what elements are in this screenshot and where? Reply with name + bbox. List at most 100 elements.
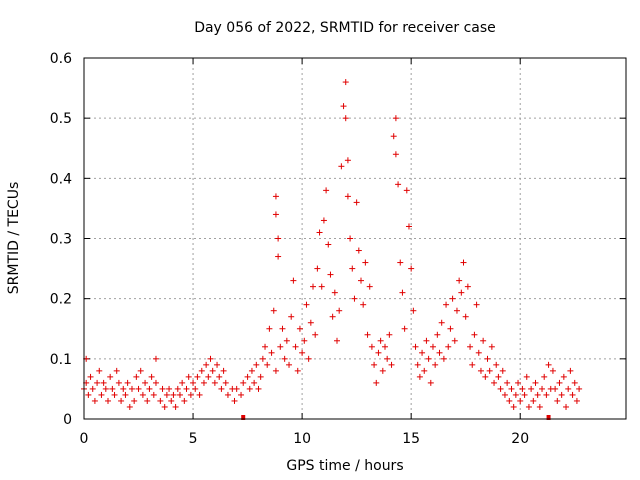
grid-lines [84, 57, 626, 419]
data-point [499, 367, 506, 374]
data-point [214, 361, 221, 368]
data-point [458, 289, 465, 296]
data-point [357, 277, 364, 284]
data-point [525, 403, 532, 410]
data-point [272, 193, 279, 200]
data-point [126, 403, 133, 410]
data-point [342, 115, 349, 122]
data-point [349, 265, 356, 272]
data-point [386, 331, 393, 338]
data-point [482, 373, 489, 380]
axis-markers [241, 415, 551, 420]
data-point [534, 391, 541, 398]
data-point [419, 349, 426, 356]
data-point [392, 115, 399, 122]
data-point [521, 391, 528, 398]
data-point [277, 343, 284, 350]
data-point [102, 385, 109, 392]
data-point [142, 379, 149, 386]
data-point [224, 391, 231, 398]
data-point [187, 391, 194, 398]
data-point [408, 265, 415, 272]
data-point [377, 337, 384, 344]
data-point [172, 403, 179, 410]
y-tick-label: 0.4 [50, 171, 72, 187]
data-point [421, 367, 428, 374]
data-point [109, 385, 116, 392]
data-point [438, 319, 445, 326]
data-point [198, 367, 205, 374]
data-point [170, 391, 177, 398]
data-point [423, 337, 430, 344]
data-point [493, 361, 500, 368]
data-point [286, 361, 293, 368]
data-point [104, 397, 111, 404]
data-point [440, 355, 447, 362]
data-point [432, 361, 439, 368]
data-point [331, 289, 338, 296]
data-point [257, 373, 264, 380]
data-point [460, 259, 467, 266]
data-point [161, 403, 168, 410]
data-point [397, 259, 404, 266]
data-point [115, 379, 122, 386]
data-point [91, 397, 98, 404]
data-point [338, 163, 345, 170]
data-point [144, 397, 151, 404]
data-point [434, 331, 441, 338]
data-point [299, 349, 306, 356]
data-point [279, 325, 286, 332]
data-point [190, 379, 197, 386]
data-point [412, 343, 419, 350]
plot-frame [83, 57, 627, 420]
data-point [545, 361, 552, 368]
data-point [565, 385, 572, 392]
x-tick-label: 10 [293, 431, 311, 447]
data-point [209, 367, 216, 374]
data-point [323, 187, 330, 194]
data-point [216, 373, 223, 380]
data-point [475, 349, 482, 356]
x-tick-label: 5 [189, 431, 198, 447]
data-point [248, 367, 255, 374]
data-point [344, 193, 351, 200]
data-point [231, 397, 238, 404]
data-point [207, 355, 214, 362]
data-point [573, 397, 580, 404]
data-point [268, 349, 275, 356]
data-point [375, 349, 382, 356]
data-point [443, 301, 450, 308]
data-point [111, 391, 118, 398]
data-point [294, 367, 301, 374]
data-point [484, 355, 491, 362]
data-point [283, 337, 290, 344]
data-point [166, 385, 173, 392]
data-point [473, 301, 480, 308]
data-point [340, 103, 347, 110]
data-point [491, 379, 498, 386]
chart-title: Day 056 of 2022, SRMTID for receiver cas… [194, 20, 496, 36]
data-point [301, 337, 308, 344]
y-tick-label: 0.5 [50, 111, 72, 127]
data-point [233, 385, 240, 392]
data-point [307, 319, 314, 326]
data-point [318, 283, 325, 290]
data-point [425, 355, 432, 362]
data-point [314, 265, 321, 272]
data-point [288, 313, 295, 320]
data-point [510, 403, 517, 410]
data-point [325, 241, 332, 248]
data-point [266, 325, 273, 332]
data-point [427, 379, 434, 386]
data-point [220, 367, 227, 374]
data-point [272, 211, 279, 218]
x-tick-label: 0 [80, 431, 89, 447]
data-point [528, 385, 535, 392]
data-point [471, 331, 478, 338]
data-point [495, 373, 502, 380]
data-point [163, 391, 170, 398]
data-point [355, 247, 362, 254]
data-point [501, 391, 508, 398]
data-point [368, 343, 375, 350]
data-point [508, 385, 515, 392]
